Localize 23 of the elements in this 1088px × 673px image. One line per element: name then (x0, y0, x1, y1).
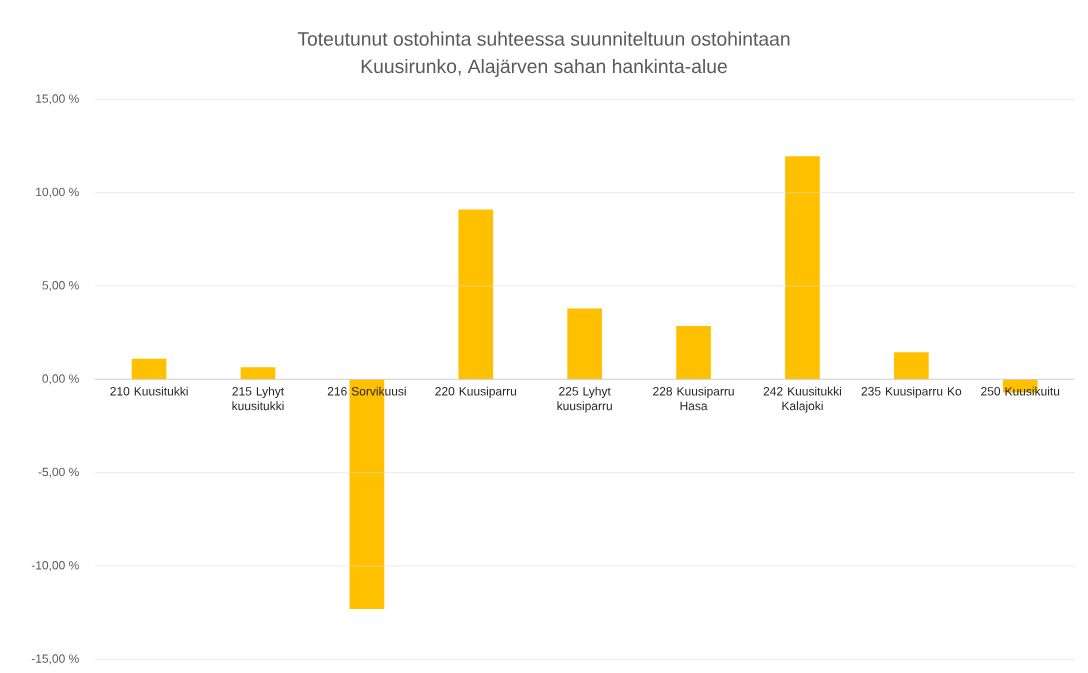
x-tick-label: 210 Kuusitukki (110, 386, 188, 396)
y-tick-label: 5,00 % (42, 280, 79, 291)
x-tick-label: 225 Lyhyt kuusiparru (557, 386, 612, 413)
x-tick-label: 235 Kuusiparru Ko (861, 386, 962, 398)
bar (131, 358, 167, 380)
chart-title: Toteutunut ostohinta suhteessa suunniteltuun ostohintaan (297, 31, 790, 46)
x-tick-label: 228 Kuusiparru Hasa (653, 386, 734, 411)
y-tick-label: -5,00 % (38, 467, 79, 478)
bar (458, 209, 494, 380)
y-tick-label: 0,00 % (42, 374, 79, 385)
y-tick-label: -10,00 % (31, 560, 79, 571)
chart-subtitle: Kuusirunko, Alajärven sahan hankinta-alue (361, 58, 727, 77)
bar (567, 308, 603, 380)
y-tick-label: 15,00 % (36, 94, 79, 105)
y-tick-label: -15,00 % (31, 654, 79, 665)
y-tick-label: 10,00 % (36, 187, 79, 198)
x-tick-label: 242 Kuusitukki Kalajoki (763, 386, 841, 413)
bar (240, 367, 276, 380)
x-tick-label: 220 Kuusiparru (435, 386, 516, 398)
x-tick-label: 215 Lyhyt kuusitukki (232, 386, 285, 411)
bar (676, 325, 711, 380)
bar (894, 352, 929, 380)
bar (785, 156, 820, 380)
